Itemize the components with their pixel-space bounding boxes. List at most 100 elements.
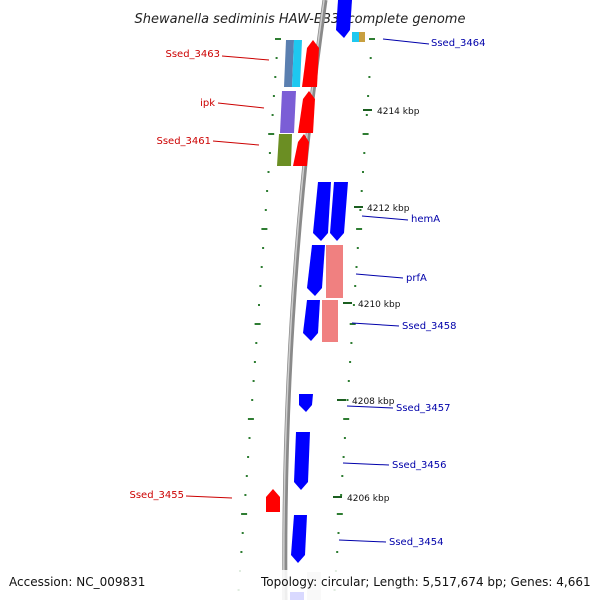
label-ssed-3458[interactable]: Ssed_3458 [402,321,457,332]
gene-ssed-3457[interactable] [299,394,313,412]
guide-dot [359,209,362,211]
guide-dot [241,513,248,515]
guide-dot [255,342,258,344]
label-ssed-3461[interactable]: Ssed_3461 [156,136,211,147]
gene-ssed-3455[interactable] [266,489,280,512]
guide-dot [268,152,271,154]
guide-dot [275,57,278,59]
guide-dot [248,437,251,439]
guide-dot [349,361,352,363]
tick-label-4206: 4206 kbp [347,494,390,504]
guide-dot [240,551,243,553]
gene-prfa-a[interactable] [307,245,325,296]
guide-dot [261,228,268,230]
gene-ssed-3461-olive[interactable] [277,134,292,166]
gene-hema-a[interactable] [313,182,331,241]
accession-text: Accession: NC_009831 [9,575,145,589]
forward-genes [266,40,319,512]
guide-dot [356,228,363,230]
tick-label-4212: 4212 kbp [367,204,410,214]
guide-dot [367,95,370,97]
guide-dots [237,38,375,591]
gene-ssed-3464-tan[interactable] [359,32,365,42]
label-ssed-3457[interactable]: Ssed_3457 [396,403,451,414]
guide-dot [274,76,277,78]
label-ssed-3454[interactable]: Ssed_3454 [389,537,444,548]
guide-dot [272,95,275,97]
label-prfa[interactable]: prfA [406,273,427,284]
topology-text: Topology: circular; Length: 5,517,674 bp… [260,575,591,589]
label-hema[interactable]: hemA [411,214,440,225]
gene-ipk[interactable] [298,91,315,133]
guide-dot [252,380,255,382]
guide-dot [360,190,363,192]
guide-dot [267,171,270,173]
label-ssed-3455[interactable]: Ssed_3455 [129,490,184,501]
guide-dot [343,437,346,439]
gene-top-blue[interactable] [336,0,352,38]
gene-ssed-3464-cyan[interactable] [352,32,359,42]
guide-dot [268,133,275,135]
guide-dot [363,152,366,154]
label-ssed-3464[interactable]: Ssed_3464 [431,38,486,49]
guide-dot [247,456,250,458]
tick-label-4208: 4208 kbp [352,397,395,407]
guide-dot [336,551,339,553]
gene-ssed-3461[interactable] [293,134,309,166]
right-labels: Ssed_3464 hemA prfA Ssed_3458 Ssed_3457 … [338,38,486,548]
gene-ssed-3463-cyan[interactable] [292,40,302,87]
guide-dot [369,57,372,59]
guide-dot [362,171,364,173]
gene-ssed-3463[interactable] [302,40,319,87]
label-ssed-3463[interactable]: Ssed_3463 [165,49,220,60]
guide-dot [262,247,265,249]
gene-ssed-3463-steel[interactable] [284,40,294,87]
label-ipk[interactable]: ipk [200,98,215,109]
tick-label-4210: 4210 kbp [358,300,401,310]
reverse-genes [290,0,365,600]
guide-dot [244,494,247,496]
guide-dot [275,38,281,40]
guide-dot [347,380,350,382]
left-labels: Ssed_3463 ipk Ssed_3461 Ssed_3455 [129,49,270,501]
guide-dot [259,285,262,287]
guide-dot [245,475,248,477]
guide-dot [343,418,350,420]
guide-dot [342,456,345,458]
guide-dot [362,133,369,135]
guide-dot [337,532,340,534]
guide-dot [352,304,355,306]
guide-dot [346,399,349,401]
guide-dot [341,475,344,477]
guide-dot [369,38,375,40]
guide-dot [247,418,254,420]
gene-ssed-3458[interactable] [322,300,338,342]
guide-dot [336,513,343,515]
gene-3458-a[interactable] [303,300,320,341]
gene-ssed-3456[interactable] [294,432,310,490]
guide-dot [260,266,263,268]
guide-dot [253,361,256,363]
guide-dot [241,532,244,534]
guide-dot [264,209,267,211]
label-ssed-3456[interactable]: Ssed_3456 [392,460,447,471]
guide-dot [365,114,368,116]
map-title: Shewanella sediminis HAW-EB3, complete g… [135,12,466,27]
guide-dot [354,285,357,287]
gene-ssed-3454[interactable] [291,515,307,563]
guide-dot [258,304,260,306]
guide-dot [350,342,353,344]
gene-hema-b[interactable] [330,182,348,241]
guide-dot [355,266,358,268]
guide-dot [349,323,356,325]
guide-dot [251,399,254,401]
tick-label-4214: 4214 kbp [377,107,420,117]
guide-dot [271,114,274,116]
gene-ipk-purple[interactable] [280,91,296,133]
guide-dot [356,247,359,249]
gene-prfa[interactable] [326,245,343,298]
guide-dot [266,190,269,192]
guide-dot [368,76,371,78]
guide-dot [340,494,343,496]
